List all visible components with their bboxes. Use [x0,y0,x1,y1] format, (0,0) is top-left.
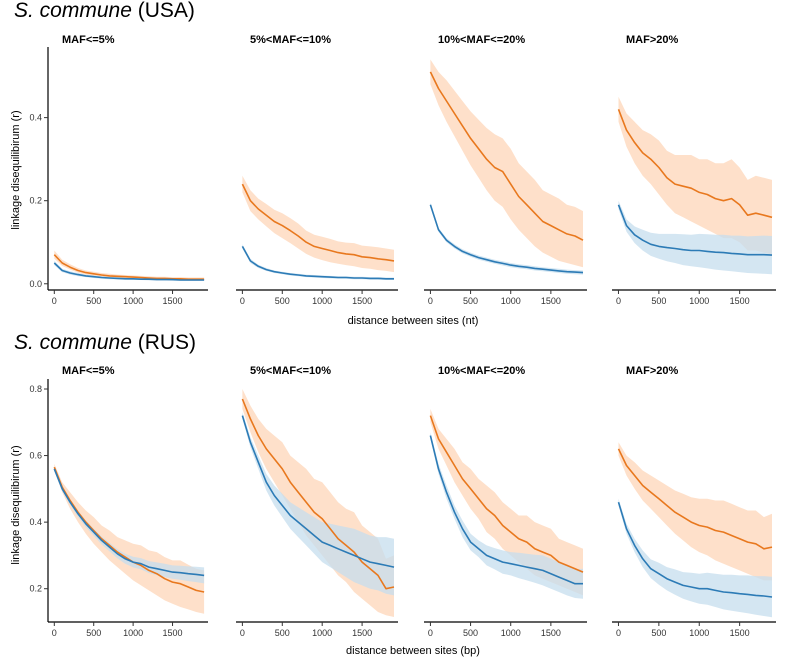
blue-series-line [53,262,205,281]
orange-series-line [617,109,773,219]
x-tick-label: 500 [651,296,666,306]
x-tick-label: 500 [275,628,290,638]
x-tick-label: 0 [428,296,433,306]
x-tick-label: 0 [52,628,57,638]
x-tick-label: 1000 [312,296,332,306]
x-tick-label: 500 [86,296,101,306]
y-tick-label: 0.6 [29,451,42,461]
x-tick-label: 1500 [163,628,183,638]
panel-5: 5%<MAF<=10% 0 500 1000 1500 [236,365,398,638]
panel-title: MAF>20% [626,365,678,377]
panels: MAF<=5% 0 500 1000 1500 0.0 0.2 0.4 5%<MAF<=10% 0… [29,34,776,638]
row-title-usa: S. commune (USA) [14,0,195,22]
row-title-rus: S. commune (RUS) [14,331,196,354]
panel-title: 5%<MAF<=10% [250,34,331,46]
x-tick-label: 0 [616,296,621,306]
y-axis-label-rus: linkage disequilibirum (r) [10,445,22,564]
blue-series-line [617,204,773,256]
orange-confidence-band [54,463,205,614]
y-tick-label: 0.4 [29,517,42,527]
x-tick-label: 500 [463,296,478,306]
x-tick-label: 500 [86,628,101,638]
blue-confidence-band [618,498,772,618]
orange-series-line [429,415,584,573]
panel-4: MAF<=5% 0 500 1000 1500 0.2 0.4 0.6 0.8 [29,365,208,638]
x-tick-label: 1000 [689,296,709,306]
blue-confidence-band [430,432,583,599]
x-tick-label: 1500 [730,628,750,638]
y-tick-label: 0.2 [29,584,42,594]
x-tick-label: 1000 [689,628,709,638]
x-tick-label: 0 [52,296,57,306]
panel-title: 10%<MAF<=20% [438,34,525,46]
x-tick-label: 1000 [501,628,521,638]
x-tick-label: 1000 [123,628,143,638]
orange-series-line [241,398,395,590]
orange-series-line [617,448,773,550]
orange-confidence-band [430,409,583,596]
x-tick-label: 500 [275,296,290,306]
y-tick-label: 0.2 [29,196,42,206]
x-tick-label: 1500 [730,296,750,306]
orange-confidence-band [618,96,772,255]
x-tick-label: 1500 [352,628,372,638]
x-tick-label: 1000 [501,296,521,306]
x-tick-label: 500 [463,628,478,638]
panel-0: MAF<=5% 0 500 1000 1500 0.0 0.2 0.4 [29,34,208,306]
panel-title: 5%<MAF<=10% [250,365,331,377]
panel-2: 10%<MAF<=20% 0 500 1000 1500 [424,34,587,306]
panel-3: MAF>20% 0 500 1000 1500 [612,34,776,306]
y-axis-label-usa: linkage disequilibirum (r) [10,110,22,229]
x-tick-label: 1500 [541,628,561,638]
blue-series-line [429,204,584,274]
panel-7: MAF>20% 0 500 1000 1500 [612,365,776,638]
x-axis-label-rus: distance between sites (bp) [346,645,480,657]
x-tick-label: 0 [240,296,245,306]
x-tick-label: 1500 [163,296,183,306]
x-tick-label: 1500 [541,296,561,306]
panel-title: MAF>20% [626,34,678,46]
blue-confidence-band [618,200,772,275]
orange-series-line [429,71,584,241]
panel-title: MAF<=5% [62,365,115,377]
orange-confidence-band [242,175,394,273]
panel-1: 5%<MAF<=10% 0 500 1000 1500 [236,34,398,306]
y-tick-label: 0.0 [29,279,42,289]
x-tick-label: 500 [651,628,666,638]
blue-series-line [53,468,205,577]
x-axis-label-usa: distance between sites (nt) [348,315,479,327]
orange-confidence-band [618,442,772,581]
y-tick-label: 0.4 [29,113,42,123]
blue-series-line [617,501,773,598]
blue-series-line [429,435,583,585]
x-tick-label: 1000 [123,296,143,306]
orange-confidence-band [430,59,583,268]
x-tick-label: 0 [616,628,621,638]
y-tick-label: 0.8 [29,384,42,394]
x-tick-label: 1000 [312,628,332,638]
x-tick-label: 0 [240,628,245,638]
blue-series-line [241,415,395,568]
x-tick-label: 0 [428,628,433,638]
orange-series-line [53,254,205,281]
panel-title: 10%<MAF<=20% [438,365,525,377]
panel-title: MAF<=5% [62,34,115,46]
blue-series-line [241,246,394,280]
orange-series-line [241,183,395,262]
blue-confidence-band [242,412,394,596]
panel-6: 10%<MAF<=20% 0 500 1000 1500 [424,365,587,638]
x-tick-label: 1500 [352,296,372,306]
